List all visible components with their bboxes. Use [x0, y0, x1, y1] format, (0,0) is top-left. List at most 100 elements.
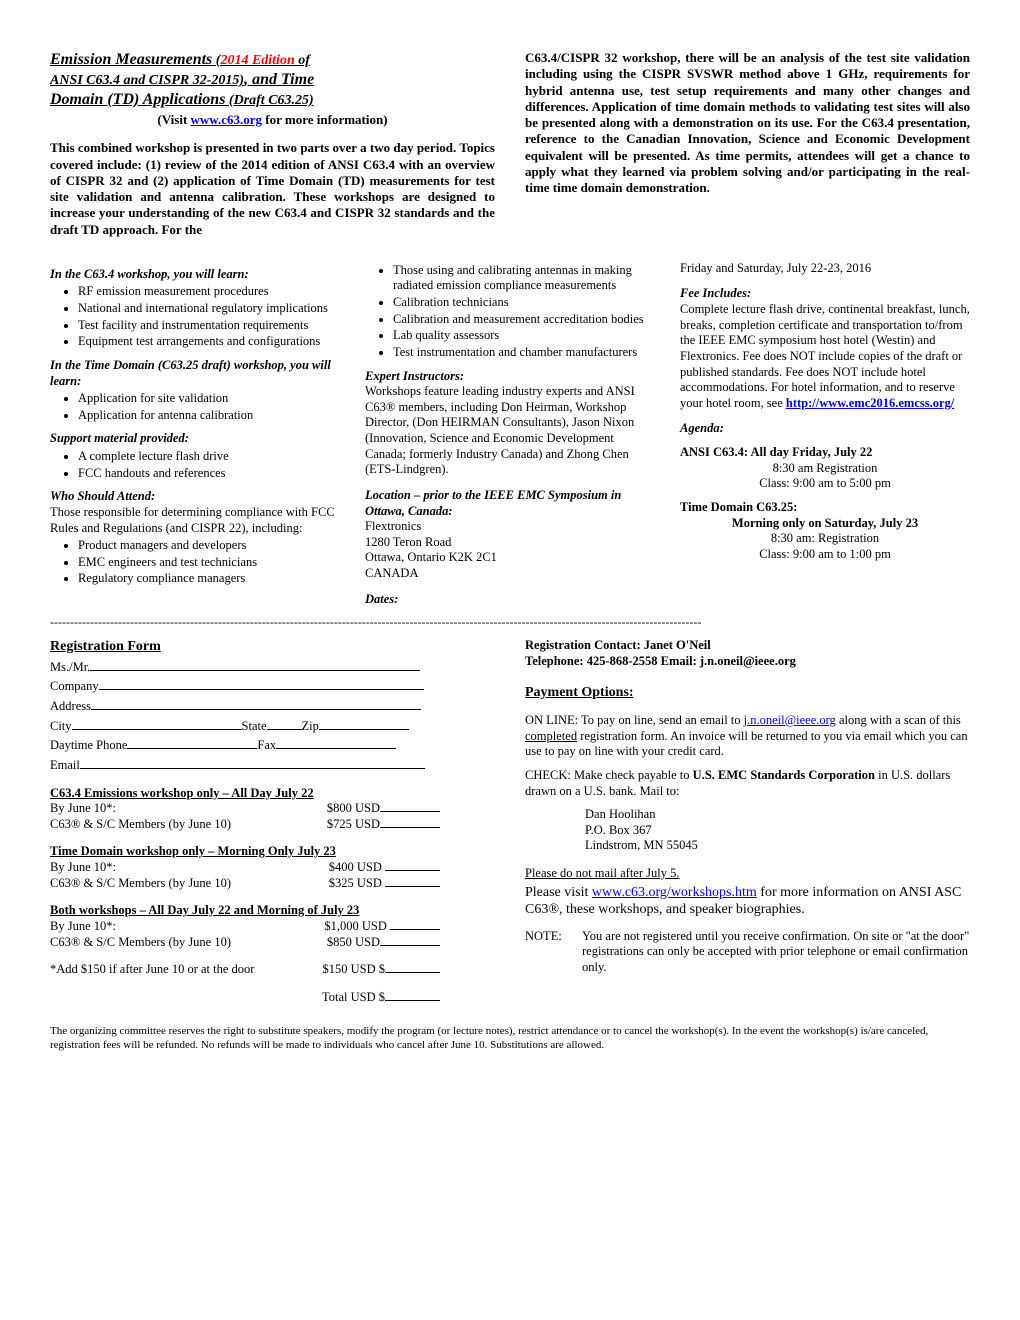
field-email: Email — [50, 758, 495, 774]
name-input[interactable] — [90, 670, 420, 671]
loc-line: Ottawa, Ontario K2K 2C1 — [365, 550, 655, 566]
visit-workshops: Please visit www.c63.org/workshops.htm f… — [525, 884, 970, 919]
w3-row-a: By June 10*:$1,000 USD — [50, 919, 440, 935]
w1b-input[interactable] — [380, 827, 440, 828]
loc-line: 1280 Teron Road — [365, 535, 655, 551]
total-row: Total USD $ — [50, 990, 440, 1006]
list-item: Application for antenna calibration — [78, 408, 340, 424]
tel-line: Telephone: 425-868-2558 Email: j.n.oneil… — [525, 654, 970, 670]
reg-form-head: Registration Form — [50, 638, 495, 656]
online-email-link[interactable]: j.n.oneil@ieee.org — [744, 713, 836, 727]
note-label: NOTE: — [525, 929, 570, 976]
support-head: Support material provided: — [50, 431, 340, 447]
title-paren: (2014 Edition of — [212, 53, 310, 68]
detail-col-2: Those using and calibrating antennas in … — [365, 261, 655, 608]
registration-row: Registration Form Ms./Mr. Company Addres… — [50, 638, 970, 1005]
instructors-text: Workshops feature leading industry exper… — [365, 384, 655, 478]
contact-line: Registration Contact: Janet O'Neil — [525, 638, 970, 654]
add-input[interactable] — [385, 972, 440, 973]
support-list: A complete lecture flash drive FCC hando… — [50, 449, 340, 481]
field-company: Company — [50, 679, 495, 695]
who-list: Product managers and developers EMC engi… — [50, 538, 340, 587]
list-item: FCC handouts and references — [78, 466, 340, 482]
note-block: NOTE: You are not registered until you r… — [525, 929, 970, 976]
agenda-head: Agenda: — [680, 421, 970, 437]
field-city: CityStateZip — [50, 719, 495, 735]
w3b-input[interactable] — [380, 945, 440, 946]
w1-row-a: By June 10*:$800 USD — [50, 801, 440, 817]
w2a-input[interactable] — [385, 870, 440, 871]
w3a-input[interactable] — [390, 929, 440, 930]
check-text: CHECK: Make check payable to U.S. EMC St… — [525, 768, 970, 799]
title-draft: (Draft C63.25) — [225, 93, 313, 108]
list-item: EMC engineers and test technicians — [78, 555, 340, 571]
workshops-link[interactable]: www.c63.org/workshops.htm — [592, 885, 757, 900]
td-learn-list: Application for site validation Applicat… — [50, 391, 340, 423]
dates-head: Dates: — [365, 592, 655, 608]
title-main: Emission Measurements — [50, 51, 212, 68]
dates-text: Friday and Saturday, July 22-23, 2016 — [680, 261, 970, 277]
header-right: C63.4/CISPR 32 workshop, there will be a… — [525, 50, 970, 246]
field-name: Ms./Mr. — [50, 660, 495, 676]
mail-addr: Dan Hoolihan P.O. Box 367 Lindstrom, MN … — [585, 807, 970, 854]
td-learn-head: In the Time Domain (C63.25 draft) worksh… — [50, 358, 340, 389]
list-item: National and international regulatory im… — [78, 301, 340, 317]
fee-head: Fee Includes: — [680, 286, 970, 302]
visit-line: (Visit www.c63.org for more information) — [50, 112, 495, 128]
w1-row-b: C63® & S/C Members (by June 10)$725 USD — [50, 817, 440, 833]
zip-input[interactable] — [319, 729, 409, 730]
address-input[interactable] — [91, 709, 421, 710]
title-line3: Domain (TD) Applications — [50, 91, 225, 108]
w1a-input[interactable] — [380, 811, 440, 812]
company-input[interactable] — [99, 689, 424, 690]
c634-learn-head: In the C63.4 workshop, you will learn: — [50, 267, 340, 283]
title-block: Emission Measurements (2014 Edition of A… — [50, 50, 495, 110]
phone-input[interactable] — [127, 748, 257, 749]
footnote: The organizing committee reserves the ri… — [50, 1025, 970, 1051]
list-item: Application for site validation — [78, 391, 340, 407]
payment-head: Payment Options: — [525, 684, 970, 702]
agenda-2d: Class: 9:00 am to 1:00 pm — [680, 547, 970, 563]
detail-col-1: In the C63.4 workshop, you will learn: R… — [50, 261, 340, 608]
list-item: RF emission measurement procedures — [78, 284, 340, 300]
c634-learn-list: RF emission measurement procedures Natio… — [50, 284, 340, 350]
agenda-2c: 8:30 am: Registration — [680, 531, 970, 547]
note-text: You are not registered until you receive… — [582, 929, 970, 976]
loc-line: Flextronics — [365, 519, 655, 535]
email-input[interactable] — [80, 768, 425, 769]
field-phone: Daytime PhoneFax — [50, 738, 495, 754]
field-address: Address — [50, 699, 495, 715]
header-row: Emission Measurements (2014 Edition of A… — [50, 50, 970, 246]
list-item: Equipment test arrangements and configur… — [78, 334, 340, 350]
agenda-1: ANSI C63.4: All day Friday, July 22 — [680, 445, 970, 461]
location-head: Location – prior to the IEEE EMC Symposi… — [365, 488, 655, 519]
list-item: Calibration and measurement accreditatio… — [393, 312, 655, 328]
list-item: Calibration technicians — [393, 295, 655, 311]
intro-left: This combined workshop is presented in t… — [50, 140, 495, 238]
list-item: Product managers and developers — [78, 538, 340, 554]
title-and: , and Time — [244, 71, 314, 88]
hotel-link[interactable]: http://www.emc2016.emcss.org/ — [786, 396, 954, 410]
visit-link[interactable]: www.c63.org — [191, 112, 263, 127]
city-input[interactable] — [72, 729, 242, 730]
divider: ----------------------------------------… — [50, 615, 970, 630]
total-input[interactable] — [385, 1000, 440, 1001]
registration-left: Registration Form Ms./Mr. Company Addres… — [50, 638, 495, 1005]
title-line2: ANSI C63.4 and CISPR 32-2015) — [50, 73, 244, 88]
agenda-2b: Morning only on Saturday, July 23 — [680, 516, 970, 532]
fax-input[interactable] — [276, 748, 396, 749]
add-row: *Add $150 if after June 10 or at the doo… — [50, 962, 440, 978]
who-text: Those responsible for determining compli… — [50, 505, 340, 536]
list-item: Lab quality assessors — [393, 328, 655, 344]
instructors-head: Expert Instructors: — [365, 369, 655, 385]
loc-line: CANADA — [365, 566, 655, 582]
agenda-2: Time Domain C63.25: — [680, 500, 970, 516]
state-input[interactable] — [267, 729, 302, 730]
list-item: Test facility and instrumentation requir… — [78, 318, 340, 334]
workshop1-head: C63.4 Emissions workshop only – All Day … — [50, 786, 495, 802]
intro-right: C63.4/CISPR 32 workshop, there will be a… — [525, 50, 970, 196]
w2b-input[interactable] — [385, 886, 440, 887]
w2-row-a: By June 10*:$400 USD — [50, 860, 440, 876]
header-left: Emission Measurements (2014 Edition of A… — [50, 50, 495, 246]
list-item: Those using and calibrating antennas in … — [393, 263, 655, 294]
